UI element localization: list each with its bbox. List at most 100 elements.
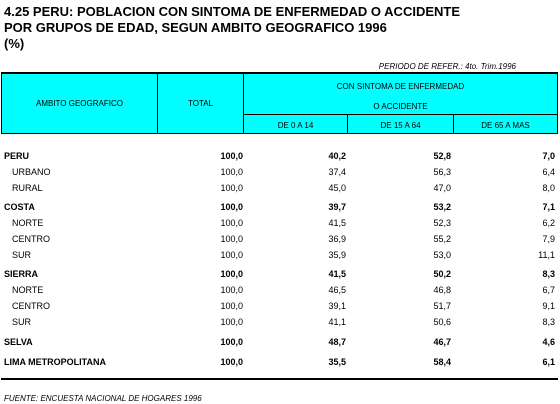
- cell-age-15-64: 50,6: [433, 317, 451, 327]
- cell-age-0-14: 41,5: [328, 269, 346, 279]
- row-label: SIERRA: [4, 269, 39, 279]
- cell-age-0-14: 48,7: [328, 337, 346, 347]
- cell-age-0-14: 41,1: [328, 317, 346, 327]
- cell-age-65-mas: 8,3: [542, 317, 555, 327]
- header-bottom-border: [1, 133, 558, 134]
- cell-age-65-mas: 4,6: [542, 337, 555, 347]
- cell-age-0-14: 41,5: [328, 218, 346, 228]
- header-total: TOTAL: [187, 99, 214, 108]
- cell-age-15-64: 58,4: [433, 357, 451, 367]
- header-ambito-geografico: AMBITO GEOGRAFICO: [36, 99, 123, 108]
- table-row: LIMA METROPOLITANA 100,0 35,5 58,4 6,1: [0, 354, 560, 370]
- header-divider-3: [347, 114, 348, 134]
- cell-age-15-64: 50,2: [433, 269, 451, 279]
- cell-total: 100,0: [220, 167, 243, 177]
- cell-total: 100,0: [220, 285, 243, 295]
- row-label: SELVA: [4, 337, 33, 347]
- table-row: CENTRO 100,0 39,1 51,7 9,1: [0, 298, 560, 314]
- row-label: RURAL: [12, 183, 43, 193]
- reference-period: PERIODO DE REFER.: 4to. Trim.1996: [378, 62, 516, 71]
- cell-age-15-64: 51,7: [433, 301, 451, 311]
- cell-total: 100,0: [220, 183, 243, 193]
- source-note: FUENTE: ENCUESTA NACIONAL DE HOGARES 199…: [4, 394, 202, 403]
- cell-age-65-mas: 8,3: [542, 269, 555, 279]
- cell-total: 100,0: [220, 269, 243, 279]
- cell-age-65-mas: 11,1: [538, 250, 555, 260]
- cell-age-0-14: 40,2: [328, 151, 346, 161]
- cell-total: 100,0: [220, 337, 243, 347]
- table-row: SELVA 100,0 48,7 46,7 4,6: [0, 334, 560, 350]
- cell-age-65-mas: 7,9: [542, 234, 555, 244]
- cell-age-15-64: 46,7: [433, 337, 451, 347]
- title-line-1: 4.25 PERU: POBLACION CON SINTOMA DE ENFE…: [4, 4, 461, 19]
- cell-age-15-64: 47,0: [433, 183, 451, 193]
- cell-age-65-mas: 6,2: [542, 218, 555, 228]
- cell-age-65-mas: 7,1: [542, 202, 555, 212]
- cell-total: 100,0: [220, 317, 243, 327]
- table-row: CENTRO 100,0 36,9 55,2 7,9: [0, 231, 560, 247]
- cell-total: 100,0: [220, 250, 243, 260]
- header-left-border: [1, 72, 2, 134]
- table-row: COSTA 100,0 39,7 53,2 7,1: [0, 199, 560, 215]
- table-row: SUR 100,0 41,1 50,6 8,3: [0, 314, 560, 330]
- table-row: PERU 100,0 40,2 52,8 7,0: [0, 148, 560, 164]
- cell-age-0-14: 37,4: [328, 167, 346, 177]
- header-group-line-1: CON SINTOMA DE ENFERMEDAD: [336, 82, 465, 91]
- row-label: NORTE: [12, 285, 44, 295]
- header-right-border: [557, 72, 558, 134]
- cell-age-0-14: 39,1: [328, 301, 346, 311]
- cell-age-15-64: 52,3: [433, 218, 451, 228]
- cell-age-65-mas: 7,0: [542, 151, 555, 161]
- cell-age-15-64: 53,0: [433, 250, 451, 260]
- cell-total: 100,0: [220, 234, 243, 244]
- row-label: SUR: [12, 317, 32, 327]
- cell-total: 100,0: [220, 202, 243, 212]
- row-label: SUR: [12, 250, 32, 260]
- table-row: URBANO 100,0 37,4 56,3 6,4: [0, 164, 560, 180]
- header-age-15-64: DE 15 A 64: [380, 121, 421, 130]
- title-line-3: (%): [4, 36, 25, 51]
- header-divider-2: [243, 72, 244, 134]
- cell-age-0-14: 35,5: [328, 357, 346, 367]
- header-subgroup-border: [243, 114, 558, 115]
- header-age-0-14: DE 0 A 14: [277, 121, 314, 130]
- row-label: URBANO: [12, 167, 51, 177]
- table-row: RURAL 100,0 45,0 47,0 8,0: [0, 180, 560, 196]
- cell-total: 100,0: [220, 218, 243, 228]
- header-top-border: [1, 72, 558, 74]
- cell-age-65-mas: 6,4: [542, 167, 555, 177]
- cell-age-15-64: 55,2: [433, 234, 451, 244]
- table-row: SIERRA 100,0 41,5 50,2 8,3: [0, 266, 560, 282]
- cell-age-15-64: 56,3: [433, 167, 451, 177]
- cell-age-0-14: 45,0: [328, 183, 346, 193]
- row-label: NORTE: [12, 218, 44, 228]
- table-row: NORTE 100,0 41,5 52,3 6,2: [0, 215, 560, 231]
- cell-age-0-14: 46,5: [328, 285, 346, 295]
- row-label: COSTA: [4, 202, 35, 212]
- cell-age-65-mas: 6,1: [542, 357, 555, 367]
- cell-age-15-64: 52,8: [433, 151, 451, 161]
- table-header: [1, 72, 557, 134]
- cell-age-65-mas: 6,7: [542, 285, 555, 295]
- row-label: CENTRO: [12, 234, 50, 244]
- table-bottom-border: [1, 378, 558, 380]
- header-group-line-2: O ACCIDENTE: [373, 102, 428, 111]
- table-row: NORTE 100,0 46,5 46,8 6,7: [0, 282, 560, 298]
- cell-total: 100,0: [220, 301, 243, 311]
- cell-total: 100,0: [220, 151, 243, 161]
- header-divider-1: [157, 72, 158, 134]
- cell-total: 100,0: [220, 357, 243, 367]
- header-age-65-mas: DE 65 A MAS: [481, 121, 530, 130]
- row-label: CENTRO: [12, 301, 50, 311]
- cell-age-65-mas: 8,0: [542, 183, 555, 193]
- cell-age-15-64: 46,8: [433, 285, 451, 295]
- row-label: PERU: [4, 151, 30, 161]
- cell-age-0-14: 36,9: [328, 234, 346, 244]
- cell-age-0-14: 35,9: [328, 250, 346, 260]
- cell-age-65-mas: 9,1: [542, 301, 555, 311]
- row-label: LIMA METROPOLITANA: [4, 357, 106, 367]
- title-line-2: POR GRUPOS DE EDAD, SEGUN AMBITO GEOGRAF…: [4, 20, 387, 35]
- header-divider-4: [453, 114, 454, 134]
- table-row: SUR 100,0 35,9 53,0 11,1: [0, 247, 560, 263]
- cell-age-15-64: 53,2: [433, 202, 451, 212]
